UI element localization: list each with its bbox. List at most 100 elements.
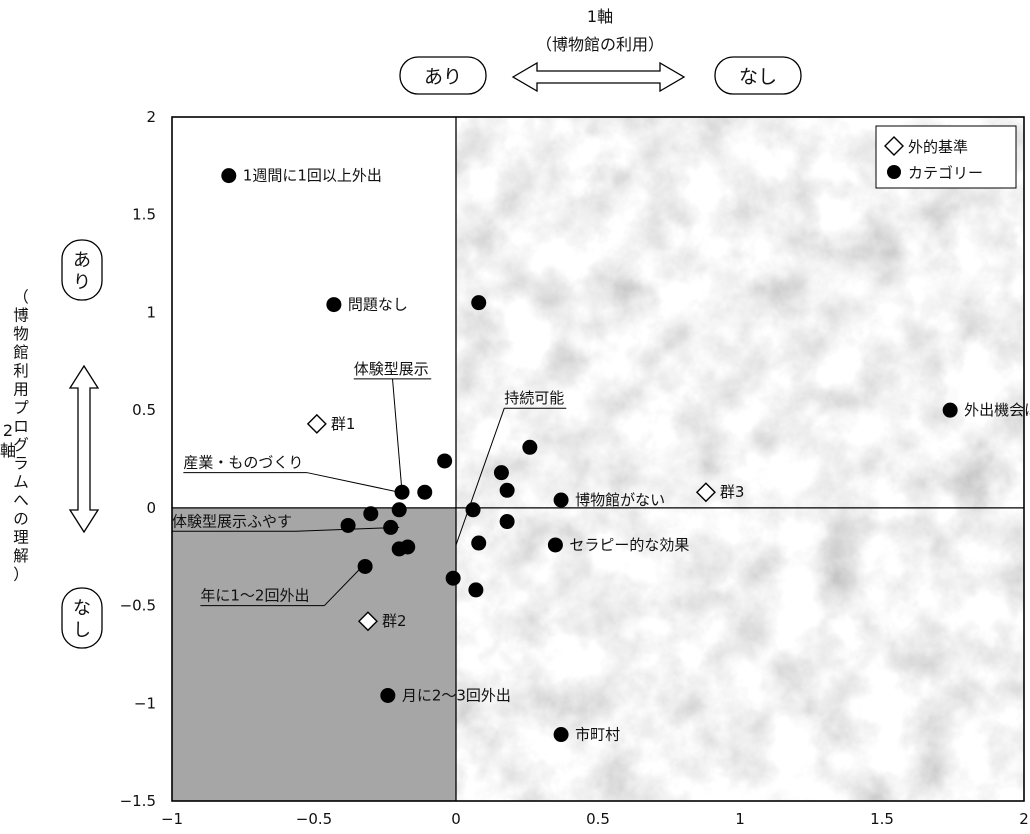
x-tick-label: 1.5 [870, 810, 894, 828]
legend: 外的基準 カテゴリー [875, 125, 1017, 189]
annotation-leader [455, 408, 505, 546]
group-diamond-point [695, 482, 716, 503]
group-diamond-point [306, 413, 327, 434]
vertical-char: グ [13, 436, 29, 454]
point-label: 外出機会は殆どない [964, 401, 1030, 419]
axis2-subtitle: （博物館利用プログラムへの理解） [13, 288, 29, 584]
axis1-header: 1軸 （博物館の利用） あり なし [399, 7, 802, 95]
axis1-title: 1軸 [587, 7, 613, 26]
point-label: 月に2～3回外出 [402, 686, 511, 704]
annotation-label: 持続可能 [504, 389, 564, 407]
point-label: 群1 [331, 415, 356, 433]
annotation-leader [392, 378, 403, 493]
category-point [437, 453, 453, 469]
vertical-char: ） [13, 566, 29, 584]
category-point [553, 727, 569, 743]
vertical-char: 館 [13, 344, 29, 362]
category-point [394, 484, 410, 500]
legend-box [875, 125, 1017, 189]
category-point [391, 502, 407, 518]
double-arrow-horizontal-icon [511, 61, 686, 93]
category-point [468, 582, 484, 598]
annotation-leader [324, 566, 363, 606]
x-tick-label: −1 [161, 810, 183, 828]
axis2-neg-label: なし [73, 598, 91, 641]
group-diamond-point [357, 611, 378, 632]
annotation-label: 年に1～2回外出 [200, 587, 309, 605]
category-point [553, 492, 569, 508]
category-point [221, 168, 237, 184]
x-tick-label: 1 [735, 810, 745, 828]
axis1-subtitle: （博物館の利用） [536, 35, 664, 54]
vertical-char: 用 [13, 381, 29, 399]
vertical-char: ラ [13, 455, 29, 473]
category-point [380, 687, 396, 703]
category-point [547, 537, 563, 553]
x-tick-label: −0.5 [296, 810, 332, 828]
vertical-char: ム [13, 473, 29, 491]
vertical-char: 利 [13, 362, 29, 380]
y-tick-label: 1 [146, 303, 156, 321]
point-layer: 群1 群2 群3 1週間に1回以上外出問題なし外出機会は殆どない博物館がないセラピー的… [221, 167, 1030, 744]
category-point [400, 539, 416, 555]
vertical-char: プ [13, 399, 29, 417]
axis1-pos-pill [714, 56, 802, 95]
vertical-char: の [13, 510, 29, 528]
category-point [471, 535, 487, 551]
category-point [340, 517, 356, 533]
vertical-char: 軸 [0, 441, 16, 460]
point-label: 群3 [720, 483, 745, 501]
vertical-char: （ [13, 288, 29, 306]
category-point [417, 484, 433, 500]
vertical-char: あ [73, 250, 91, 271]
vertical-char: な [73, 598, 91, 619]
point-label: 群2 [382, 612, 407, 630]
annotation-label: 体験型展示ふやす [172, 512, 292, 530]
y-tick-label: 0 [146, 499, 156, 517]
marble-region [456, 117, 1024, 801]
vertical-char: り [73, 272, 91, 293]
shaded-quadrant [172, 507, 456, 801]
category-point [383, 519, 399, 535]
legend-diamond-icon [884, 136, 904, 156]
category-point [465, 502, 481, 518]
category-point [493, 465, 509, 481]
annotation-label: 体験型展示 [354, 360, 429, 378]
legend-entry-1: 外的基準 [908, 138, 968, 156]
x-tick-label: 0 [451, 810, 461, 828]
point-label: 問題なし [348, 296, 408, 314]
double-arrow-vertical-icon [68, 364, 100, 534]
vertical-char: 2 [3, 421, 13, 440]
category-point [363, 506, 379, 522]
category-point [471, 295, 487, 311]
axis1-pos-label: なし [739, 66, 777, 88]
category-point [357, 558, 373, 574]
axis2-pos-label: あり [73, 250, 91, 293]
point-label: セラピー的な効果 [569, 536, 689, 554]
y-tick-label: 0.5 [132, 401, 156, 419]
vertical-char: 物 [13, 325, 29, 343]
tick-labels: −1 −0.5 0 0.5 1 1.5 2 −1.5 −1 −0.5 0 0.5 1 1.5 2 [120, 108, 1029, 828]
legend-circle-icon [887, 165, 901, 179]
x-tick-label: 2 [1019, 810, 1029, 828]
axis1-neg-label: あり [424, 66, 462, 88]
y-tick-label: 1.5 [132, 206, 156, 224]
y-tick-label: −1.5 [120, 792, 156, 810]
legend-entry-2: カテゴリー [908, 164, 983, 182]
point-label: 博物館がない [575, 491, 665, 509]
vertical-char: 解 [13, 547, 29, 565]
plot-frame [171, 116, 1025, 802]
axis2-neg-pill [61, 587, 103, 649]
vertical-char: ロ [13, 418, 29, 436]
category-point [522, 439, 538, 455]
axis2-pos-pill [61, 239, 103, 301]
x-tick-label: 0.5 [586, 810, 610, 828]
annotation-leader [307, 472, 400, 493]
point-label: 市町村 [575, 726, 620, 744]
category-point [326, 297, 342, 313]
vertical-char: へ [13, 492, 29, 510]
category-point [445, 570, 461, 586]
